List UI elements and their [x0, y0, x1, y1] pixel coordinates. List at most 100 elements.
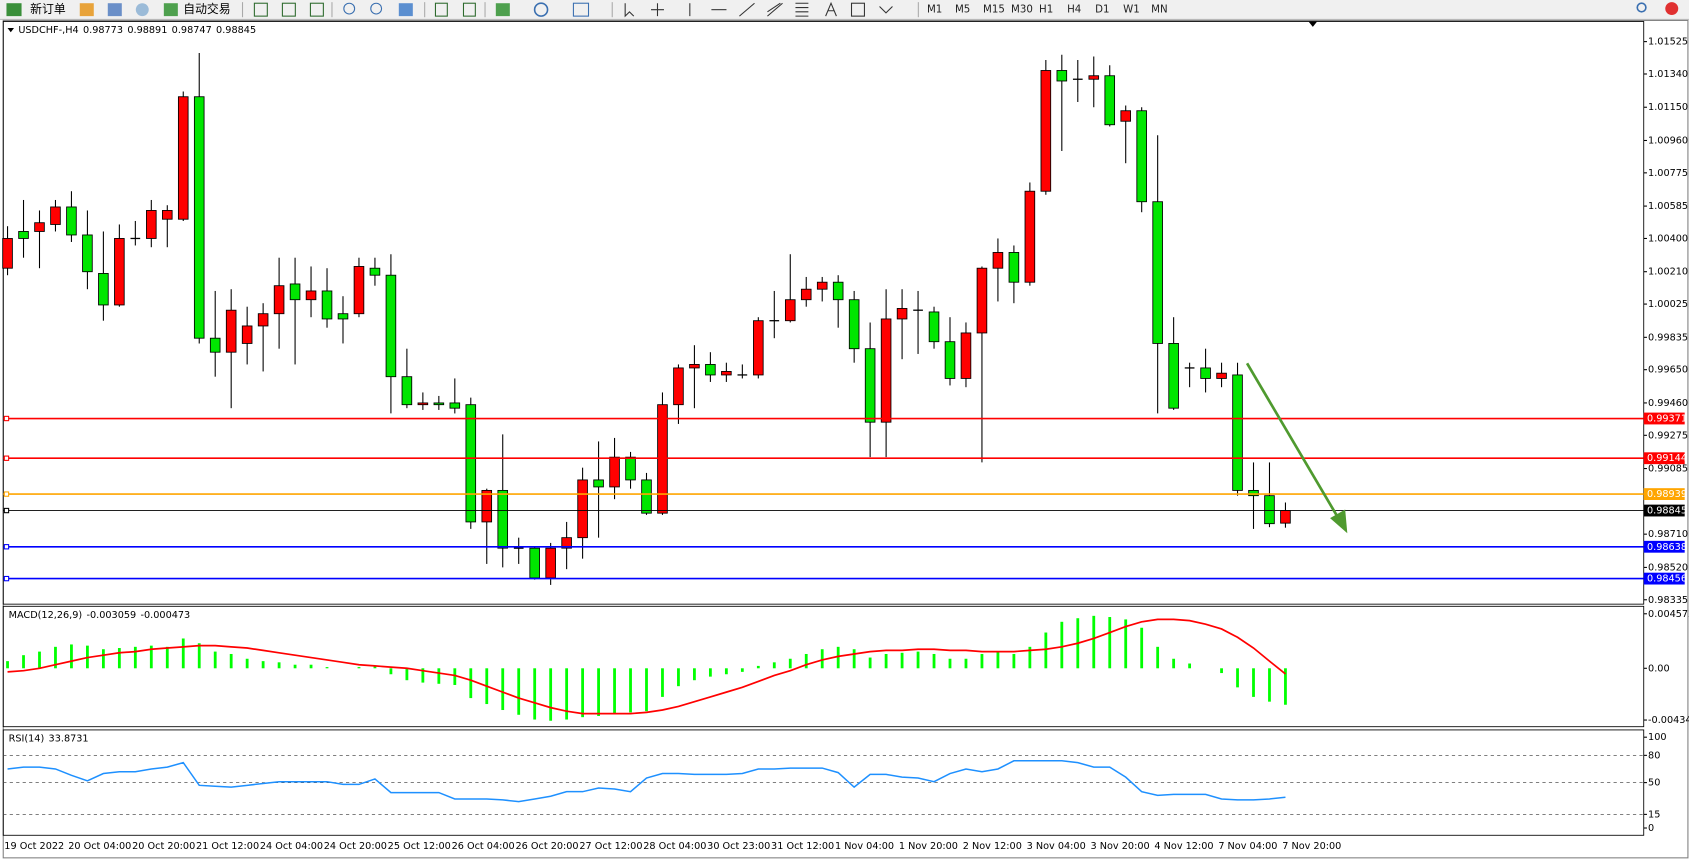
- macd-bar: [325, 667, 329, 669]
- candle-body: [289, 283, 301, 301]
- shift-icon[interactable]: [462, 2, 476, 17]
- level-label-bg: [1643, 452, 1685, 465]
- y-tick-label: 0.004572: [1648, 609, 1689, 620]
- timeframe-button[interactable]: W1: [1123, 5, 1140, 16]
- timeframe-button[interactable]: MN: [1151, 5, 1167, 16]
- icon[interactable]: [107, 3, 122, 17]
- candle-body: [689, 364, 700, 369]
- label-icon[interactable]: [850, 2, 865, 17]
- candle-body: [225, 309, 237, 353]
- y-tick-label: 80: [1648, 750, 1660, 761]
- candle-body: [449, 402, 461, 409]
- macd-bar: [309, 664, 313, 669]
- fibo-icon[interactable]: [795, 2, 809, 17]
- macd-bar: [213, 651, 217, 669]
- y-tick-label: 1.00400: [1648, 233, 1688, 244]
- candle-body: [1008, 252, 1020, 283]
- macd-bar: [948, 658, 952, 669]
- candle-body: [848, 299, 860, 350]
- icon[interactable]: [135, 3, 149, 17]
- macd-bar: [916, 651, 920, 669]
- x-tick-label: 4 Nov 12:00: [1154, 841, 1213, 852]
- x-tick-label: 19 Oct 2022: [4, 841, 64, 852]
- last-low: 0.98747: [172, 25, 212, 36]
- timeframe-button[interactable]: M30: [1011, 5, 1033, 16]
- x-tick-label: 27 Oct 12:00: [579, 841, 642, 852]
- indicators-icon[interactable]: [495, 3, 510, 17]
- candle-body: [976, 267, 988, 334]
- search-icon[interactable]: [1636, 2, 1647, 13]
- tile-icon[interactable]: [398, 3, 413, 17]
- y-tick-label: 0.99275: [1648, 430, 1688, 441]
- y-tick-label: 0.00: [1648, 663, 1670, 674]
- candle-body: [337, 313, 349, 320]
- candle-body: [1280, 510, 1291, 524]
- candle-icon[interactable]: [281, 2, 296, 17]
- candle-body: [1136, 110, 1147, 203]
- toolbar: [0, 0, 1689, 20]
- text-icon[interactable]: [825, 1, 837, 17]
- bar-chart-icon[interactable]: [253, 2, 268, 17]
- candle-body: [1168, 343, 1179, 409]
- level-label: 0.98845: [1647, 506, 1687, 517]
- x-tick-label: 24 Oct 04:00: [260, 841, 323, 852]
- line-icon[interactable]: [309, 2, 324, 17]
- macd-bar: [613, 668, 616, 714]
- notification-icon[interactable]: [1665, 2, 1679, 16]
- x-tick-label: 7 Nov 20:00: [1282, 841, 1341, 852]
- candle-body: [401, 376, 413, 406]
- candle-body: [928, 311, 940, 343]
- candle-body: [1024, 190, 1036, 283]
- trendline-icon[interactable]: [739, 2, 755, 17]
- new-order-icon[interactable]: [6, 3, 22, 17]
- macd-bar: [293, 664, 297, 669]
- timeframe-button[interactable]: H4: [1067, 5, 1081, 16]
- auto-trading-icon[interactable]: [163, 3, 178, 17]
- macd-bar: [38, 651, 41, 669]
- candle-body: [353, 266, 365, 315]
- candle-body: [273, 285, 285, 315]
- macd-bar: [197, 643, 201, 669]
- crosshair-icon[interactable]: [651, 3, 664, 17]
- collapse-icon[interactable]: [7, 27, 15, 33]
- zoom-in-icon[interactable]: [343, 2, 356, 15]
- zoom-out-icon[interactable]: [370, 2, 383, 15]
- signal-last: -0.000473: [141, 610, 191, 621]
- timeframe-button[interactable]: M1: [927, 5, 942, 16]
- icon[interactable]: [79, 3, 94, 17]
- macd-bar: [101, 649, 105, 669]
- auto-trading-button[interactable]: 自动交易: [183, 2, 230, 16]
- macd-bar: [629, 668, 632, 713]
- candle-body: [561, 537, 572, 549]
- macd-bar: [421, 668, 425, 683]
- periods-icon[interactable]: [533, 2, 549, 17]
- templates-icon[interactable]: [572, 2, 590, 17]
- macd-bar: [1012, 653, 1016, 669]
- timeframe-button[interactable]: M5: [955, 5, 970, 16]
- level-label-bg: [1643, 540, 1685, 553]
- level-handle: [3, 491, 10, 497]
- cursor-icon[interactable]: [624, 3, 635, 18]
- x-tick-label: 7 Nov 04:00: [1218, 841, 1277, 852]
- timeframe-button[interactable]: M15: [983, 5, 1005, 16]
- signal-line: [7, 618, 1286, 715]
- new-order-button[interactable]: 新订单: [30, 2, 66, 16]
- y-tick-label: 0.99460: [1648, 398, 1688, 409]
- arrows-icon[interactable]: [879, 6, 893, 14]
- trend-arrow-head: [1330, 509, 1348, 534]
- macd-bar: [693, 668, 696, 681]
- macd-bar: [1124, 619, 1128, 669]
- scroll-icon[interactable]: [434, 2, 448, 17]
- macd-bar: [565, 668, 569, 720]
- last-close: 0.98845: [216, 25, 256, 36]
- timeframe-button[interactable]: H1: [1039, 5, 1053, 16]
- macd-title: MACD(12,26,9): [9, 610, 83, 621]
- x-tick-label: 3 Nov 04:00: [1027, 841, 1086, 852]
- channel-icon[interactable]: [767, 2, 783, 17]
- timeframe-button[interactable]: D1: [1095, 5, 1109, 16]
- y-tick-label: 100: [1648, 732, 1666, 743]
- y-tick-label: 0.98710: [1648, 529, 1688, 540]
